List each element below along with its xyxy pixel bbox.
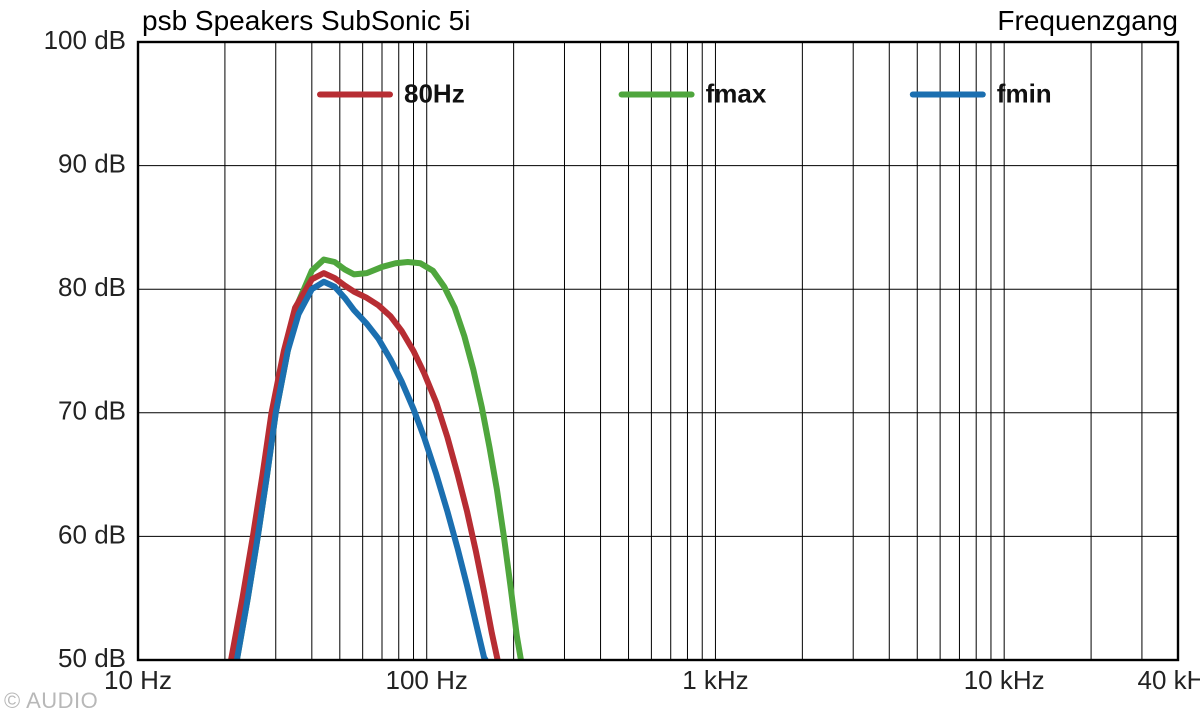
- y-tick-label: 80 dB: [58, 272, 126, 302]
- y-tick-label: 60 dB: [58, 519, 126, 549]
- legend-label: 80Hz: [404, 78, 465, 108]
- x-tick-label: 40 kHz: [1138, 665, 1200, 695]
- x-tick-label: 1 kHz: [682, 665, 748, 695]
- frequency-response-chart: psb Speakers SubSonic 5iFrequenzgang50 d…: [0, 0, 1200, 720]
- x-tick-label: 100 Hz: [386, 665, 468, 695]
- x-tick-label: 10 Hz: [104, 665, 172, 695]
- chart-title-left: psb Speakers SubSonic 5i: [142, 5, 470, 36]
- legend-label: fmin: [997, 78, 1052, 108]
- y-tick-label: 100 dB: [44, 25, 126, 55]
- chart-title-right: Frequenzgang: [997, 5, 1178, 36]
- legend-label: fmax: [706, 78, 767, 108]
- watermark: © AUDIO: [4, 688, 98, 714]
- x-tick-label: 10 kHz: [964, 665, 1045, 695]
- y-tick-label: 90 dB: [58, 148, 126, 178]
- y-tick-label: 70 dB: [58, 396, 126, 426]
